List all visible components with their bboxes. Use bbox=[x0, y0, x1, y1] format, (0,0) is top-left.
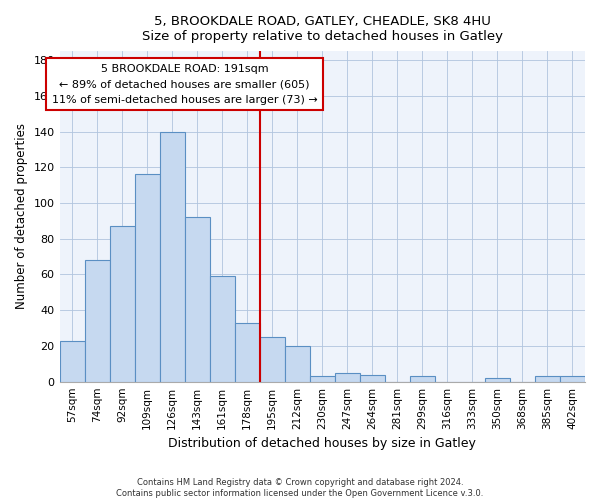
Bar bbox=[485, 378, 510, 382]
Bar bbox=[59, 340, 85, 382]
Bar bbox=[360, 374, 385, 382]
Text: Contains HM Land Registry data © Crown copyright and database right 2024.
Contai: Contains HM Land Registry data © Crown c… bbox=[116, 478, 484, 498]
X-axis label: Distribution of detached houses by size in Gatley: Distribution of detached houses by size … bbox=[169, 437, 476, 450]
Bar bbox=[560, 376, 585, 382]
Bar bbox=[335, 372, 360, 382]
Text: 5 BROOKDALE ROAD: 191sqm
← 89% of detached houses are smaller (605)
11% of semi-: 5 BROOKDALE ROAD: 191sqm ← 89% of detach… bbox=[52, 64, 317, 105]
Bar bbox=[310, 376, 335, 382]
Bar bbox=[160, 132, 185, 382]
Bar bbox=[535, 376, 560, 382]
Bar bbox=[85, 260, 110, 382]
Bar bbox=[134, 174, 160, 382]
Y-axis label: Number of detached properties: Number of detached properties bbox=[15, 124, 28, 310]
Bar bbox=[185, 218, 209, 382]
Bar bbox=[410, 376, 435, 382]
Title: 5, BROOKDALE ROAD, GATLEY, CHEADLE, SK8 4HU
Size of property relative to detache: 5, BROOKDALE ROAD, GATLEY, CHEADLE, SK8 … bbox=[142, 15, 503, 43]
Bar bbox=[285, 346, 310, 382]
Bar bbox=[110, 226, 134, 382]
Bar bbox=[235, 322, 260, 382]
Bar bbox=[260, 337, 285, 382]
Bar bbox=[209, 276, 235, 382]
